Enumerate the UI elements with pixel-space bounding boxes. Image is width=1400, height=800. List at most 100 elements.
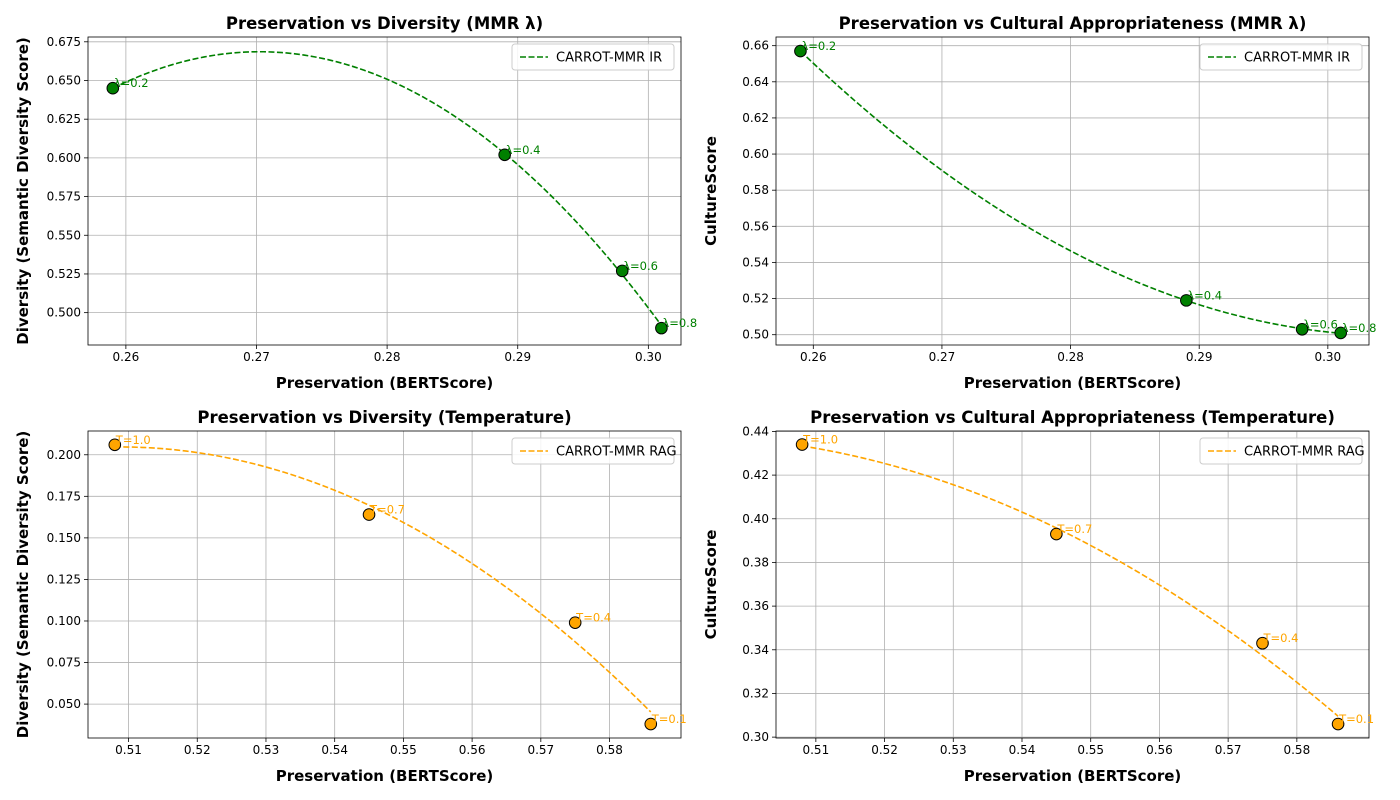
x-tick-label: 0.53 (253, 743, 280, 757)
x-tick-label: 0.56 (1146, 743, 1173, 757)
x-axis-label: Preservation (BERTScore) (276, 767, 494, 785)
x-tick-label: 0.29 (1186, 350, 1213, 364)
x-axis-label: Preservation (BERTScore) (276, 374, 494, 392)
x-tick-label: 0.30 (635, 350, 662, 364)
data-point (1334, 326, 1348, 340)
y-tick-label: 0.56 (742, 219, 769, 233)
legend-label: CARROT-MMR RAG (556, 445, 677, 460)
y-tick-label: 0.650 (47, 73, 81, 87)
data-point (108, 438, 122, 452)
chart-panel-4: 0.51 0.52 0.53 0.54 0.55 0.56 0.57 0.58 0.30 0.32… (702, 408, 1374, 785)
data-point-label: λ=0.6 (1303, 317, 1338, 331)
data-point (644, 717, 658, 731)
plot-frame (87, 430, 682, 739)
x-tick-label: 0.57 (1215, 743, 1242, 757)
data-point (795, 438, 809, 451)
legend-label: CARROT-MMR RAG (1244, 445, 1365, 460)
x-tick-label: 0.53 (940, 743, 967, 757)
y-tick-label: 0.125 (47, 572, 81, 586)
y-tick-label: 0.50 (742, 328, 769, 342)
y-tick-label: 0.200 (47, 448, 81, 462)
y-tick-label: 0.42 (742, 468, 769, 482)
data-point (568, 616, 582, 629)
x-tick-label: 0.58 (596, 743, 623, 757)
x-tick-label: 0.26 (113, 350, 140, 364)
data-point-label: λ=0.6 (623, 259, 658, 273)
y-tick-label: 0.32 (742, 686, 769, 700)
data-point-label: λ=0.2 (114, 76, 149, 90)
plot-frame (775, 36, 1370, 346)
data-point-label: T=0.4 (575, 611, 611, 625)
chart-title: Preservation vs Diversity (MMR λ) (226, 14, 543, 33)
legend-label: CARROT-MMR IR (556, 51, 662, 66)
y-tick-label: 0.44 (742, 424, 769, 438)
x-tick-label: 0.27 (243, 350, 270, 364)
data-point (655, 321, 668, 335)
y-tick-label: 0.575 (47, 190, 81, 204)
y-tick-label: 0.52 (742, 292, 769, 306)
y-tick-label: 0.100 (47, 614, 81, 628)
y-tick-label: 0.54 (742, 255, 769, 269)
legend: CARROT-MMR IR (511, 43, 675, 71)
y-tick-label: 0.66 (742, 39, 769, 53)
chart-title: Preservation vs Cultural Appropriateness… (839, 14, 1307, 33)
data-point (106, 81, 120, 95)
data-point (1295, 322, 1309, 336)
series-fit-line (114, 446, 652, 713)
data-point-label: T=0.4 (1262, 631, 1298, 645)
x-axis-label: Preservation (BERTScore) (964, 374, 1182, 392)
y-tick-label: 0.525 (47, 267, 81, 281)
data-point-label: T=0.1 (651, 712, 687, 726)
x-tick-label: 0.51 (115, 743, 142, 757)
data-point (1331, 717, 1345, 731)
x-tick-label: 0.54 (1009, 743, 1036, 757)
y-tick-label: 0.34 (742, 643, 769, 657)
y-tick-label: 0.675 (47, 35, 81, 49)
x-tick-label: 0.56 (459, 743, 486, 757)
series-fit-line (799, 50, 1341, 335)
plot-frame (775, 430, 1370, 739)
x-axis-label: Preservation (BERTScore) (964, 767, 1182, 785)
data-point (1256, 636, 1269, 650)
x-tick-label: 0.29 (504, 350, 531, 364)
data-point-label: T=0.7 (1056, 522, 1092, 536)
chart-title: Preservation vs Diversity (Temperature) (197, 408, 571, 427)
data-point (498, 148, 511, 162)
x-tick-label: 0.55 (390, 743, 417, 757)
legend: CARROT-MMR RAG (511, 437, 677, 465)
data-point-label: λ=0.2 (801, 39, 836, 53)
series-fit-line (801, 445, 1339, 717)
data-point (794, 44, 807, 58)
legend-box (1199, 43, 1363, 71)
x-tick-label: 0.54 (321, 743, 348, 757)
x-tick-label: 0.26 (800, 350, 827, 364)
legend-box (1199, 437, 1363, 465)
y-tick-label: 0.550 (47, 228, 81, 242)
chart-panel-1: 0.26 0.27 0.28 0.29 0.30 0.500 0.525 0.550 0.575… (14, 14, 697, 392)
data-point-label: T=0.7 (369, 503, 405, 517)
series-fit-line (112, 50, 663, 326)
x-tick-label: 0.57 (527, 743, 554, 757)
y-axis-label: Diversity (Semantic Diversity Score) (14, 431, 32, 738)
y-tick-label: 0.40 (742, 512, 769, 526)
y-axis-label: CultureScore (702, 530, 720, 640)
legend-box (511, 437, 675, 465)
chart-panel-3: 0.51 0.52 0.53 0.54 0.55 0.56 0.57 0.58 0.050 0.0… (14, 408, 687, 785)
x-tick-label: 0.52 (871, 743, 898, 757)
data-point (362, 508, 376, 521)
legend: CARROT-MMR IR (1199, 43, 1363, 71)
legend-box (511, 43, 675, 71)
data-point (615, 264, 629, 278)
x-tick-label: 0.28 (1057, 350, 1084, 364)
x-tick-label: 0.30 (1314, 350, 1341, 364)
x-tick-label: 0.27 (929, 350, 956, 364)
x-tick-label: 0.58 (1283, 743, 1310, 757)
data-point-label: T=1.0 (802, 433, 838, 447)
y-tick-label: 0.050 (47, 697, 81, 711)
legend-label: CARROT-MMR IR (1244, 51, 1350, 66)
y-tick-label: 0.600 (47, 151, 81, 165)
x-tick-label: 0.52 (184, 743, 211, 757)
y-axis-label: CultureScore (702, 136, 720, 246)
data-point-label: T=0.1 (1338, 712, 1374, 726)
